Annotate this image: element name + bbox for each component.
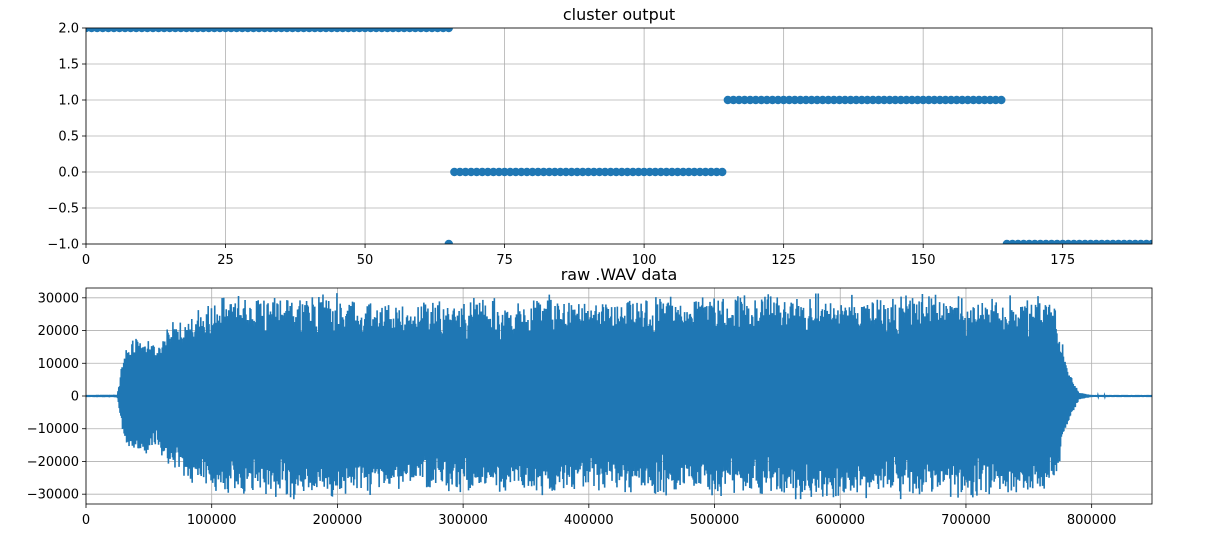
y-tick-label: −10000 (27, 422, 79, 437)
y-tick-label: 1.0 (58, 94, 79, 109)
raw-wav-waveform (86, 293, 1152, 500)
cluster-point (444, 28, 453, 33)
cluster-point (997, 95, 1006, 105)
x-tick-label: 700000 (941, 513, 991, 528)
x-tick-label: 400000 (564, 513, 614, 528)
plot-title: raw .WAV data (561, 265, 678, 284)
y-tick-label: 30000 (38, 291, 79, 306)
y-tick-label: −0.5 (47, 202, 79, 217)
y-tick-label: −20000 (27, 455, 79, 470)
x-tick-label: 50 (357, 253, 374, 268)
y-tick-label: 2.0 (58, 22, 79, 37)
x-tick-label: 150 (911, 253, 936, 268)
x-tick-label: 75 (496, 253, 513, 268)
x-tick-label: 0 (82, 513, 90, 528)
x-tick-label: 300000 (438, 513, 488, 528)
y-tick-label: −30000 (27, 488, 79, 503)
cluster-point (444, 239, 453, 244)
x-tick-label: 600000 (815, 513, 865, 528)
x-tick-label: 100 (632, 253, 657, 268)
cluster-output-points (86, 28, 1152, 244)
y-tick-label: 0.5 (58, 130, 79, 145)
x-tick-label: 100000 (187, 513, 237, 528)
cluster-point (1147, 239, 1152, 244)
y-tick-label: 1.5 (58, 58, 79, 73)
cluster-point (718, 167, 727, 177)
y-tick-label: 0.0 (58, 166, 79, 181)
x-tick-label: 125 (771, 253, 796, 268)
y-tick-label: 0 (71, 390, 79, 405)
y-tick-label: −1.0 (47, 238, 79, 253)
raw-wav-plot: 0 100000 200000 300000 400000 500000 600000 700… (27, 265, 1153, 528)
x-tick-label: 0 (82, 253, 90, 268)
x-tick-label: 800000 (1067, 513, 1117, 528)
y-tick-label: 20000 (38, 324, 79, 339)
y-tick-label: 10000 (38, 357, 79, 372)
x-tick-label: 500000 (690, 513, 740, 528)
x-tick-label: 25 (217, 253, 234, 268)
cluster-output-plot: 0 25 50 75 100 125 150 175 2.0 1.5 1.0 0.5 0.0 −0.5 −1… (47, 5, 1153, 268)
x-tick-label: 200000 (313, 513, 363, 528)
waveform-line (86, 293, 1152, 500)
x-tick-label: 175 (1050, 253, 1075, 268)
plot-title: cluster output (563, 5, 675, 24)
